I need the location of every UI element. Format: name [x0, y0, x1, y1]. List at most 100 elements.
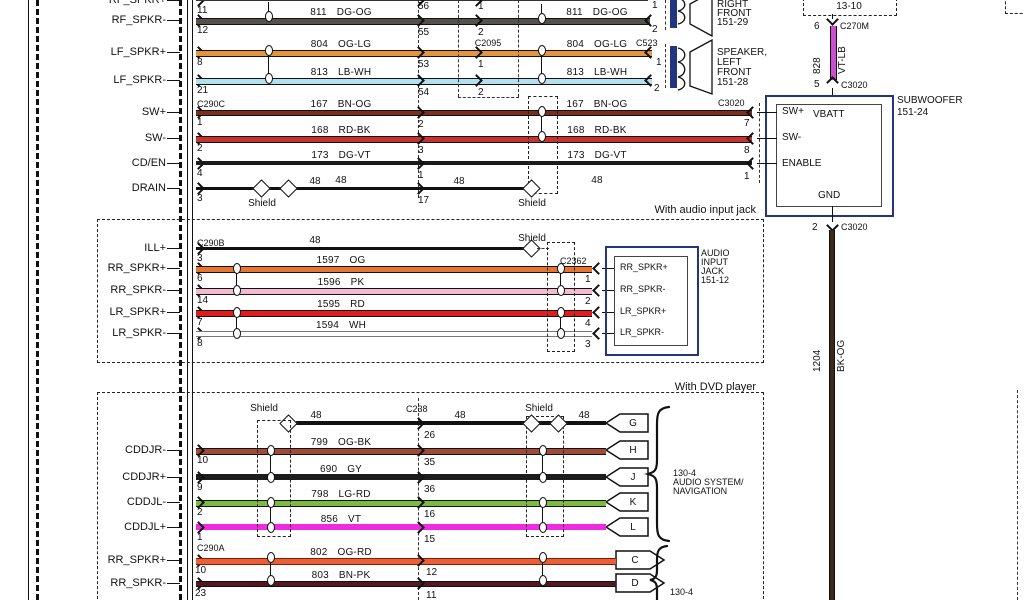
connector-label: C270M: [840, 21, 870, 31]
pin-number: 2: [418, 119, 424, 130]
dashed-line: [665, 44, 666, 88]
line: [541, 54, 542, 78]
pin-function-label: LF_SPKR+: [110, 46, 166, 58]
twist-loop-icon: [538, 106, 546, 117]
wire-row: [196, 448, 606, 455]
terminal-letter: D: [631, 578, 639, 589]
pin-number: 17: [418, 195, 430, 206]
jack-pin-label: RR_SPKR-: [620, 284, 666, 294]
wire-row: [296, 421, 606, 425]
line: [541, 115, 542, 136]
terminal-letter: C: [631, 555, 639, 566]
wire-label: 48: [591, 175, 603, 186]
wire-label: 168 RD-BK: [567, 125, 627, 136]
line: [268, 54, 269, 78]
component-name: 151-12: [701, 275, 730, 285]
line: [541, 4, 542, 18]
connector-label: C3020: [718, 98, 745, 108]
wire-row: [196, 78, 652, 85]
twist-loop-icon: [539, 552, 547, 563]
dashed-line: [418, 398, 419, 600]
line: [602, 268, 615, 269]
sub-pin-label: SW+: [782, 106, 804, 117]
wire-label: 48: [453, 176, 465, 187]
wire-row: [196, 50, 652, 57]
twist-shield-box: [257, 420, 291, 537]
wire-label: 811 DG-OG: [566, 7, 628, 18]
wire-label: 173 DG-VT: [311, 150, 371, 161]
pin-number: 1: [744, 171, 750, 182]
destination-label: NAVIGATION: [673, 486, 728, 496]
twist-loop-icon: [557, 328, 565, 339]
dashed-line: [537, 248, 549, 249]
wire-row: [196, 110, 752, 116]
twist-loop-icon: [233, 263, 241, 274]
wire-label: 802 OG-RD: [310, 547, 372, 558]
line: [167, 560, 180, 561]
twist-shield-box: [547, 242, 575, 352]
pin-number: 8: [197, 338, 203, 349]
pin-number: 4: [197, 168, 203, 179]
shield-label: Shield: [248, 198, 276, 209]
connector-label: C290B: [197, 238, 225, 248]
pin-number: 23: [195, 588, 207, 599]
line: [757, 163, 777, 164]
dashed-line: [179, 0, 182, 600]
pin-function-label: DRAIN: [131, 182, 166, 194]
line: [236, 272, 237, 288]
pin-number: 2: [197, 507, 203, 518]
pin-number: 3: [585, 339, 591, 350]
pin-function-label: ILL+: [144, 242, 166, 254]
twist-loop-icon: [539, 575, 547, 586]
terminal-letter: H: [629, 445, 637, 456]
pin-number: 2: [812, 222, 818, 233]
dashed-line: [458, 0, 459, 97]
speaker-name: FRONT: [717, 67, 752, 78]
pin-number: 1: [656, 57, 662, 68]
line: [542, 562, 543, 580]
twist-loop-icon: [233, 328, 241, 339]
wire-row: [196, 266, 592, 273]
pin-function-label: CDDJR-: [125, 444, 166, 456]
pin-function-label: CDDJL-: [126, 496, 166, 508]
pin-number: 6: [197, 273, 203, 284]
pin-number: 3: [197, 253, 203, 264]
wire-row: [196, 18, 650, 25]
pin-number: 12: [426, 567, 438, 578]
pin-function-label: SW-: [144, 132, 166, 144]
wire-label: 799 OG-BK: [310, 437, 372, 448]
pin-number: 8: [197, 57, 203, 68]
line: [270, 562, 271, 580]
wire-label: BK-OG: [836, 339, 847, 372]
connector-label: C290C: [197, 99, 226, 109]
wire-row: [196, 161, 752, 165]
line: [167, 450, 180, 451]
pin-number: 1: [418, 170, 424, 181]
wire-label: 167 BN-OG: [310, 99, 372, 110]
wire-row: [196, 500, 606, 507]
twist-loop-icon: [557, 285, 565, 296]
line: [167, 80, 180, 81]
dashed-line: [665, 0, 666, 30]
shield-label: Shield: [250, 403, 278, 414]
line: [167, 138, 180, 139]
speaker-name: 151-29: [717, 17, 749, 28]
pin-number: 10: [195, 565, 207, 576]
line: [167, 112, 180, 113]
wire-row: [196, 288, 592, 295]
twist-loop-icon: [539, 522, 547, 533]
speaker-name: SPEAKER,: [717, 47, 768, 58]
pin-number: 35: [424, 457, 436, 468]
pin-number: 21: [197, 85, 209, 96]
twist-loop-icon: [267, 552, 275, 563]
wire-row: [196, 247, 526, 250]
terminal-letter: J: [630, 472, 636, 483]
line: [832, 206, 833, 222]
line: [167, 502, 180, 503]
twist-shield-box: [526, 416, 564, 537]
wire-label: 48: [309, 235, 321, 246]
pin-number: 3: [197, 193, 203, 204]
pin-number: 55: [418, 27, 430, 38]
audio-jack-inner-box: [614, 256, 688, 346]
line: [542, 454, 543, 473]
